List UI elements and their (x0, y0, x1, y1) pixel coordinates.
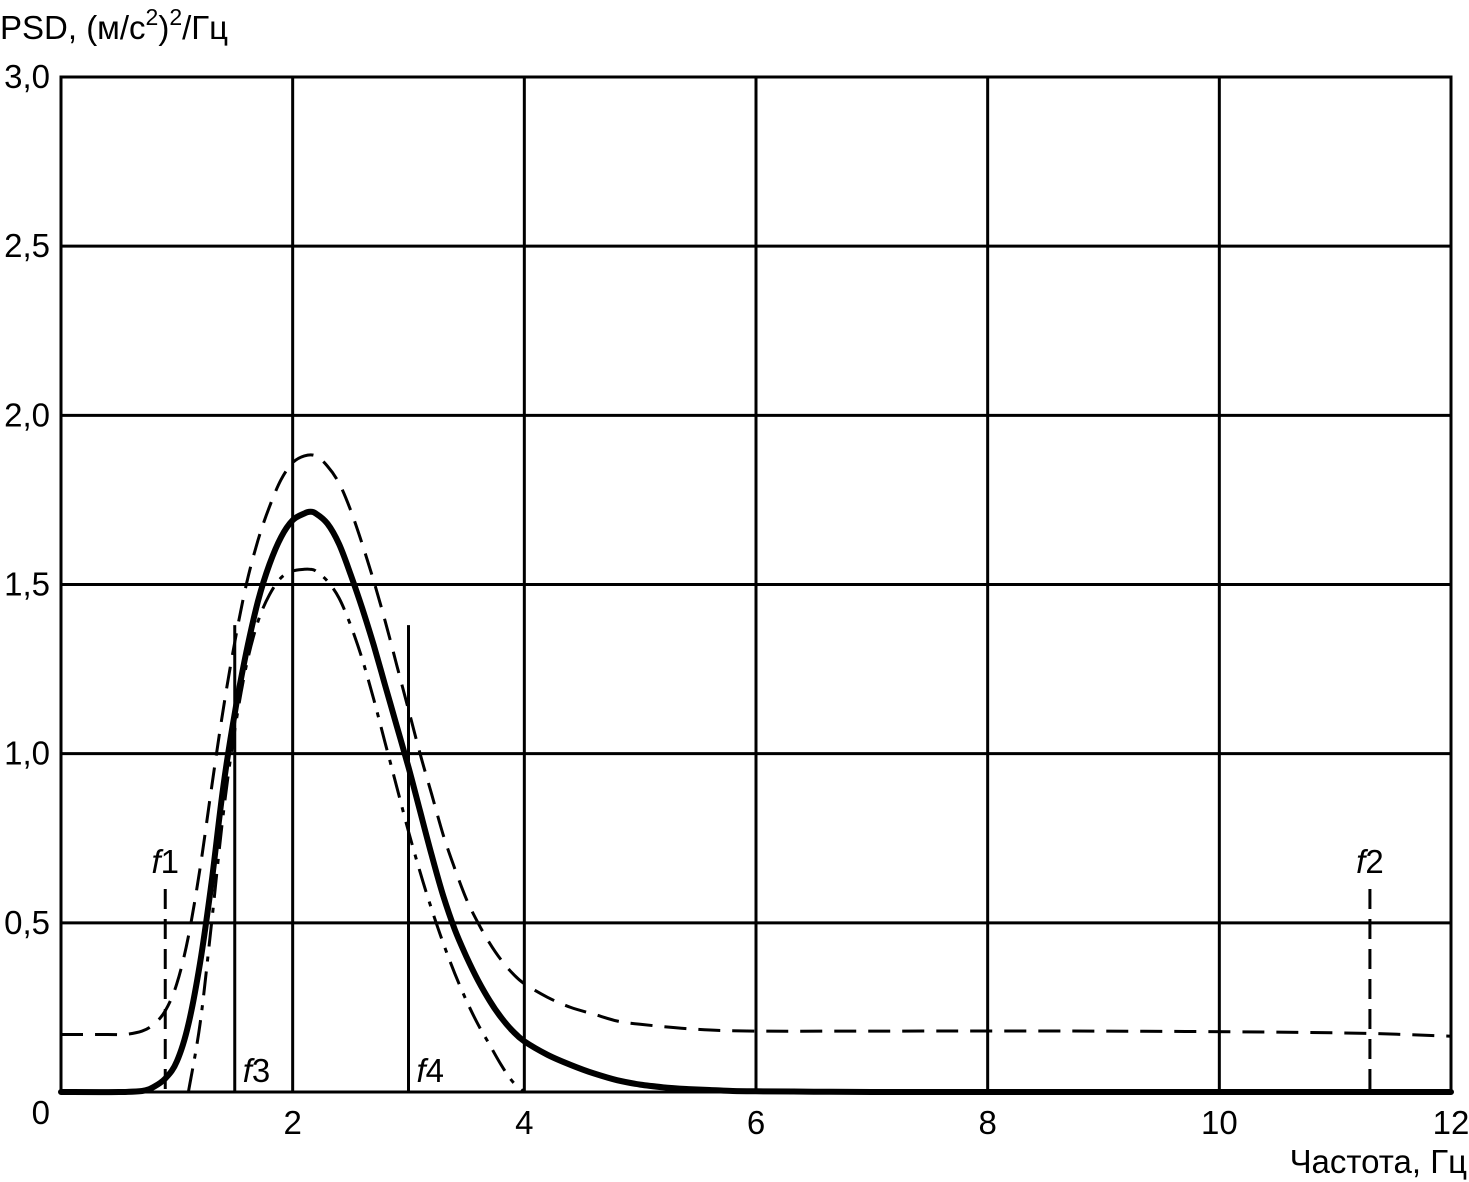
marker-label-number: 1 (161, 843, 179, 880)
series-line-dash-dot (186, 567, 526, 1094)
series-line-dashed (61, 453, 1452, 1038)
marker-label-f1: f1 (151, 843, 179, 880)
x-tick-label: 2 (283, 1104, 301, 1141)
x-tick-label: 10 (1201, 1104, 1238, 1141)
x-tick-label: 6 (747, 1104, 765, 1141)
y-tick-label: 3,0 (4, 58, 50, 95)
y-axis-title-exp1: 2 (145, 4, 159, 30)
marker-label-number: 2 (1365, 843, 1383, 880)
y-axis-title: PSD, (м/с2)2/Гц (0, 4, 229, 47)
x-tick-label: 8 (978, 1104, 996, 1141)
y-tick-label: 0,5 (4, 904, 50, 941)
x-axis-title: Частота, Гц (1289, 1143, 1467, 1180)
y-tick-label: 1,0 (4, 735, 50, 772)
y-tick-label: 1,5 (4, 566, 50, 603)
marker-label-number: 3 (252, 1052, 270, 1089)
y-axis-title-mid: ) (158, 9, 170, 46)
y-tick-label: 2,5 (4, 227, 50, 264)
marker-label-f4: f4 (417, 1052, 445, 1089)
y-axis-title-prefix: PSD, (м/с (0, 9, 146, 46)
y-tick-label: 0 (32, 1094, 50, 1131)
y-axis-title-exp2: 2 (169, 4, 183, 30)
y-axis-title-suffix: /Гц (182, 9, 229, 46)
marker-label-f2: f2 (1356, 843, 1384, 880)
x-tick-label: 4 (515, 1104, 533, 1141)
x-tick-label: 12 (1433, 1104, 1469, 1141)
marker-label-number: 4 (426, 1052, 444, 1089)
marker-label-f3: f3 (243, 1052, 271, 1089)
y-tick-label: 2,0 (4, 396, 50, 433)
